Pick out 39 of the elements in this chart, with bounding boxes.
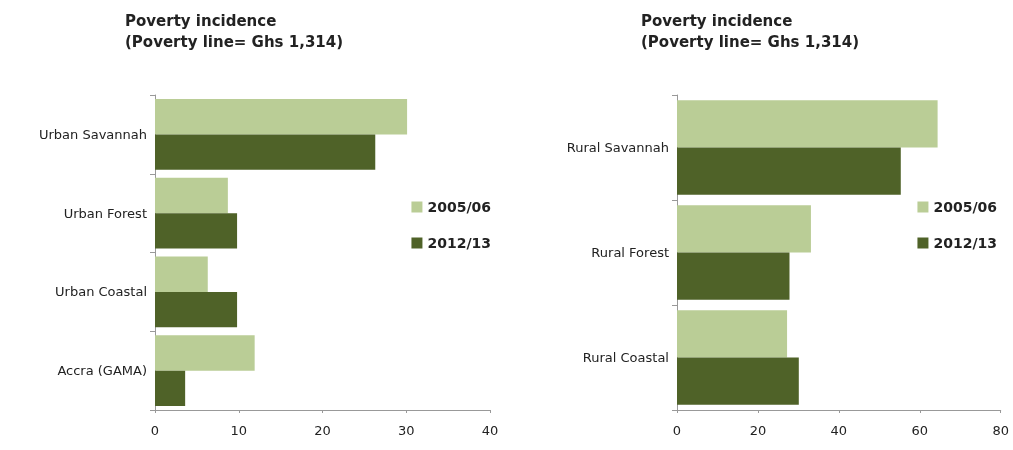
x-tick-label: 40: [481, 423, 499, 438]
bar: [677, 147, 901, 195]
bar: [677, 205, 811, 253]
bar: [155, 98, 408, 135]
x-tick-label: 60: [911, 423, 929, 438]
chart-title: Poverty incidence: [641, 11, 793, 30]
x-tick-label: 20: [314, 423, 331, 438]
y-tick-label: Rural Coastal: [582, 350, 669, 365]
x-tick-label: 10: [230, 423, 248, 438]
x-tick-label: 30: [397, 423, 415, 438]
x-tick-label: 0: [150, 423, 160, 438]
chart-subtitle: (Poverty line= Ghs 1,314): [125, 32, 344, 51]
legend-label: 2005/06: [933, 199, 997, 215]
y-tick-label: Urban Coastal: [55, 284, 147, 300]
x-tick-label: 40: [830, 423, 848, 438]
y-tick-label: Urban Forest: [63, 205, 147, 221]
chart-subtitle: (Poverty line= Ghs 1,314): [641, 32, 860, 51]
bar: [677, 100, 938, 148]
legend-label: 2012/13: [933, 235, 997, 251]
legend-label: 2005/06: [427, 199, 491, 215]
bar: [677, 310, 788, 358]
bar: [155, 134, 376, 170]
x-tick-label: 20: [749, 423, 767, 438]
bar: [155, 256, 208, 292]
bar: [677, 252, 790, 300]
bar: [155, 213, 238, 249]
bar: [155, 335, 255, 371]
bar: [155, 291, 238, 328]
y-tick-label: Rural Forest: [591, 245, 669, 260]
x-tick-label: 0: [672, 423, 682, 438]
x-tick-label: 80: [992, 423, 1009, 438]
legend-label: 2012/13: [427, 235, 491, 251]
y-tick-label: Accra (GAMA): [57, 363, 147, 379]
chart-title: Poverty incidence: [125, 11, 277, 30]
y-tick-label: Rural Savannah: [566, 140, 669, 155]
bar: [677, 357, 799, 405]
bar: [155, 370, 186, 407]
bar: [155, 177, 228, 214]
y-tick-label: Urban Savannah: [38, 126, 147, 142]
